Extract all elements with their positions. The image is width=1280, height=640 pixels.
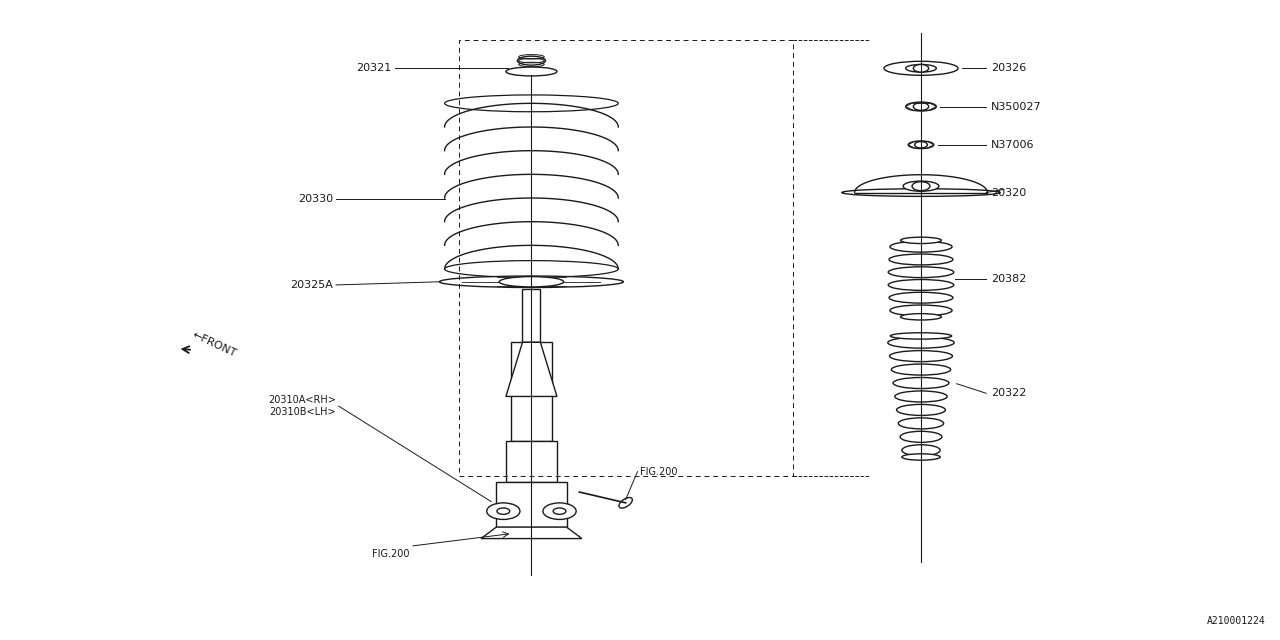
Ellipse shape bbox=[891, 364, 951, 375]
Ellipse shape bbox=[902, 445, 940, 456]
Text: 20326: 20326 bbox=[991, 63, 1027, 74]
Ellipse shape bbox=[890, 254, 952, 265]
Ellipse shape bbox=[888, 280, 954, 291]
Ellipse shape bbox=[890, 305, 952, 316]
Ellipse shape bbox=[906, 102, 936, 111]
Ellipse shape bbox=[890, 351, 952, 362]
Text: 20310B<LH>: 20310B<LH> bbox=[269, 408, 337, 417]
Ellipse shape bbox=[893, 378, 948, 388]
Ellipse shape bbox=[842, 189, 1000, 196]
Circle shape bbox=[543, 503, 576, 520]
Text: N350027: N350027 bbox=[991, 102, 1042, 111]
Text: 20330: 20330 bbox=[298, 194, 334, 204]
Ellipse shape bbox=[620, 497, 632, 508]
Circle shape bbox=[914, 102, 929, 110]
Ellipse shape bbox=[884, 61, 957, 76]
Circle shape bbox=[915, 141, 928, 148]
Text: 20320: 20320 bbox=[991, 188, 1027, 198]
Ellipse shape bbox=[506, 67, 557, 76]
Polygon shape bbox=[506, 342, 557, 396]
Text: A210001224: A210001224 bbox=[1207, 616, 1266, 626]
Ellipse shape bbox=[909, 141, 934, 148]
Text: N37006: N37006 bbox=[991, 140, 1034, 150]
Text: FIG.200: FIG.200 bbox=[371, 549, 410, 559]
Ellipse shape bbox=[904, 181, 938, 191]
Ellipse shape bbox=[896, 404, 946, 415]
Bar bbox=[506, 441, 557, 483]
Ellipse shape bbox=[890, 241, 952, 252]
Text: 20382: 20382 bbox=[991, 273, 1027, 284]
Ellipse shape bbox=[517, 56, 545, 65]
Ellipse shape bbox=[444, 95, 618, 112]
Circle shape bbox=[913, 182, 931, 191]
Text: 20322: 20322 bbox=[991, 388, 1027, 398]
Circle shape bbox=[486, 503, 520, 520]
Ellipse shape bbox=[888, 267, 954, 278]
Ellipse shape bbox=[901, 314, 941, 320]
Text: FIG.200: FIG.200 bbox=[640, 467, 677, 477]
Ellipse shape bbox=[899, 418, 943, 429]
Ellipse shape bbox=[439, 276, 623, 287]
Ellipse shape bbox=[906, 65, 936, 72]
Ellipse shape bbox=[900, 431, 942, 442]
Text: 20321: 20321 bbox=[356, 63, 390, 74]
Ellipse shape bbox=[888, 337, 954, 348]
Ellipse shape bbox=[891, 333, 951, 339]
Ellipse shape bbox=[902, 454, 940, 460]
Ellipse shape bbox=[895, 391, 947, 402]
Ellipse shape bbox=[444, 260, 618, 277]
Circle shape bbox=[914, 65, 929, 72]
Circle shape bbox=[553, 508, 566, 515]
Polygon shape bbox=[481, 527, 582, 539]
Ellipse shape bbox=[901, 237, 941, 244]
Ellipse shape bbox=[499, 276, 563, 287]
Bar bbox=[522, 289, 540, 342]
Ellipse shape bbox=[890, 292, 952, 303]
Text: 20325A: 20325A bbox=[291, 280, 334, 290]
Bar bbox=[497, 483, 567, 527]
Text: 20310A<RH>: 20310A<RH> bbox=[268, 395, 337, 404]
Circle shape bbox=[497, 508, 509, 515]
Text: ←FRONT: ←FRONT bbox=[191, 330, 238, 359]
Bar bbox=[511, 342, 552, 441]
